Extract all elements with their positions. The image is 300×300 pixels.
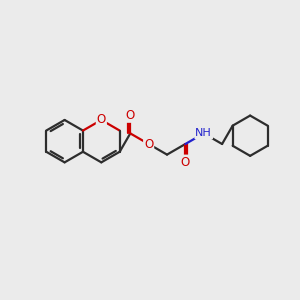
Text: O: O [144, 137, 153, 151]
Text: O: O [97, 113, 106, 127]
Text: O: O [181, 155, 190, 169]
Text: O: O [126, 109, 135, 122]
Text: NH: NH [195, 128, 212, 138]
